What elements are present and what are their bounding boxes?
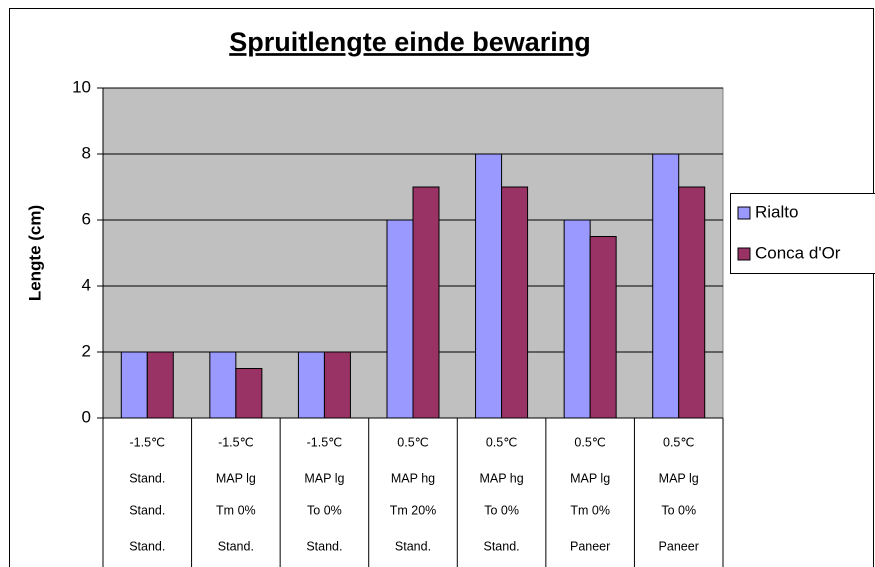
x-tick-label: Stand.: [306, 539, 342, 553]
bar: [501, 186, 529, 419]
x-tick-label: 0.5℃: [486, 435, 517, 449]
x-tick-label: MAP hg: [391, 471, 435, 485]
x-tick-label: MAP lg: [570, 471, 610, 485]
x-tick-label: MAP lg: [659, 471, 699, 485]
x-tick-label: Tm 20%: [390, 503, 437, 517]
x-tick-label: MAP lg: [216, 471, 256, 485]
x-tick-label: Tm 0%: [216, 503, 256, 517]
bar: [146, 351, 174, 419]
x-tick-label: -1.5℃: [129, 435, 165, 449]
x-tick-label: Stand.: [129, 539, 165, 553]
bar: [589, 236, 617, 419]
x-tick-label: -1.5℃: [218, 435, 254, 449]
x-tick-label: Stand.: [484, 539, 520, 553]
y-axis-label: Lengte (cm): [25, 205, 44, 301]
legend-swatch: [737, 247, 751, 261]
y-tick-label: 6: [82, 209, 91, 228]
x-tick-label: To 0%: [307, 503, 342, 517]
x-tick-label: -1.5℃: [307, 435, 343, 449]
bar: [563, 219, 591, 419]
x-tick-label: To 0%: [484, 503, 519, 517]
x-tick-label: Stand.: [129, 471, 165, 485]
legend-swatch: [737, 206, 751, 220]
bar: [678, 186, 706, 419]
x-tick-label: 0.5℃: [574, 435, 605, 449]
legend-label: Rialto: [755, 202, 798, 221]
x-tick-label: MAP hg: [479, 471, 523, 485]
x-tick-label: Paneer: [570, 539, 610, 553]
y-tick-label: 10: [72, 77, 91, 96]
legend-label: Conca d'Or: [755, 243, 841, 262]
bar: [412, 186, 440, 419]
bar: [120, 351, 148, 419]
chart-title: Spruitlengte einde bewaring: [229, 27, 591, 57]
x-tick-label: Stand.: [218, 539, 254, 553]
bar: [209, 351, 237, 419]
x-tick-label: To 0%: [661, 503, 696, 517]
x-tick-label: Stand.: [129, 503, 165, 517]
bar: [652, 153, 680, 419]
y-tick-label: 4: [82, 275, 91, 294]
x-tick-label: 0.5℃: [397, 435, 428, 449]
bar: [323, 351, 351, 419]
x-tick-label: Tm 0%: [570, 503, 610, 517]
bar: [297, 351, 325, 419]
x-tick-label: 0.5℃: [663, 435, 694, 449]
x-tick-label: Stand.: [395, 539, 431, 553]
legend-box: [730, 193, 875, 274]
bar: [475, 153, 503, 419]
bar: [235, 368, 263, 419]
y-tick-label: 0: [82, 407, 91, 426]
y-tick-label: 8: [82, 143, 91, 162]
y-tick-label: 2: [82, 341, 91, 360]
bar: [386, 219, 414, 419]
x-tick-label: Paneer: [659, 539, 699, 553]
x-tick-label: MAP lg: [304, 471, 344, 485]
